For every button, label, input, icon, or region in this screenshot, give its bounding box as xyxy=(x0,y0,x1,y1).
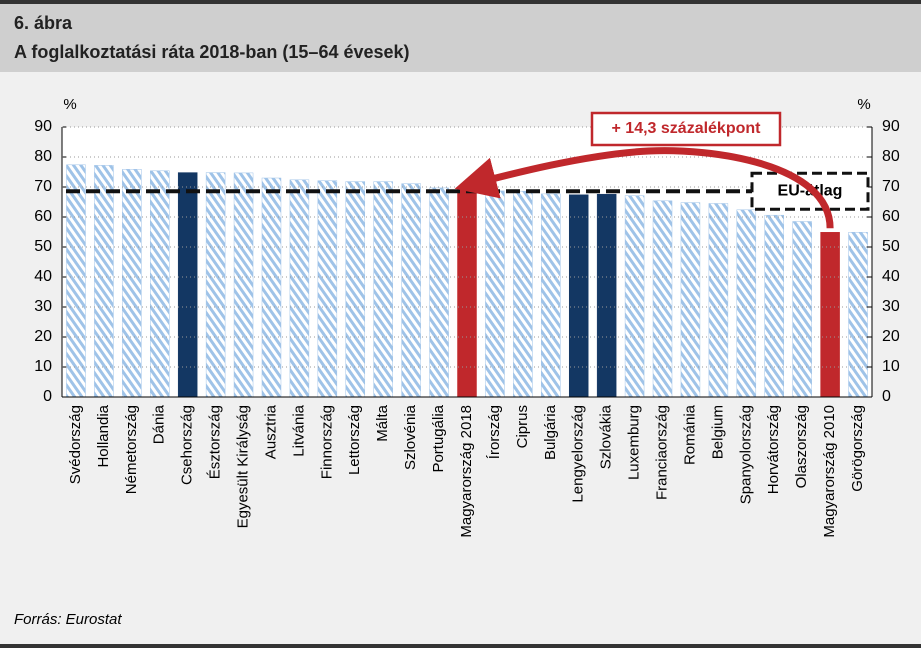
y-tick-label: 60 xyxy=(34,208,52,225)
x-tick-label: Görögország xyxy=(849,405,866,492)
y2-tick-label: 90 xyxy=(882,118,900,135)
x-tick-label: Belgium xyxy=(709,405,726,459)
x-tick-label: Lettország xyxy=(346,405,363,475)
bar xyxy=(122,169,142,398)
annotation-box xyxy=(590,111,782,147)
header xyxy=(0,0,921,72)
x-tick-label: Románia xyxy=(681,404,698,465)
bar xyxy=(233,172,254,398)
bar xyxy=(680,202,701,398)
bottom-rule xyxy=(0,644,921,648)
figure-label: 6. ábra xyxy=(14,13,73,33)
y-tick-label: 20 xyxy=(34,328,52,345)
y2-tick-label: 0 xyxy=(882,388,891,405)
x-tick-label: Magyarország 2010 xyxy=(821,405,838,538)
x-tick-label: Ciprus xyxy=(514,405,531,448)
annotation: + 14,3 százalékpont xyxy=(612,120,762,137)
x-tick-label: Málta xyxy=(374,404,391,441)
arrow xyxy=(454,147,834,229)
y2-tick-label: 40 xyxy=(882,268,900,285)
top-rule xyxy=(0,0,921,4)
bar xyxy=(401,183,421,398)
y2-tick-label: 60 xyxy=(882,208,900,225)
bar xyxy=(261,177,282,398)
x-tick-label: Litvánia xyxy=(290,404,307,456)
x-tick-label: Dánia xyxy=(151,404,168,444)
y-tick-label: 50 xyxy=(34,238,52,255)
y-tick-label: 70 xyxy=(34,178,52,195)
bar xyxy=(652,200,673,398)
y-tick-label: 30 xyxy=(34,298,52,315)
x-tick-label: Svédország xyxy=(67,405,84,484)
y-axis-label: % xyxy=(63,96,76,113)
y2-tick-label: 70 xyxy=(882,178,900,195)
y2-tick-label: 20 xyxy=(882,328,900,345)
bar xyxy=(94,165,114,398)
x-tick-label: Írország xyxy=(486,405,503,459)
x-tick-label: Szlovénia xyxy=(402,404,419,470)
bar xyxy=(345,181,366,398)
y2-tick-label: 30 xyxy=(882,298,900,315)
bar xyxy=(289,179,310,398)
x-tick-label: Csehország xyxy=(179,405,196,485)
x-tick-label: Hollandia xyxy=(95,404,112,467)
bar xyxy=(820,232,840,398)
x-tick-label: Spanyolország xyxy=(737,405,754,504)
x-tick-label: Olaszország xyxy=(793,405,810,488)
x-tick-label: Bulgária xyxy=(542,404,559,460)
bar xyxy=(485,190,505,398)
source: Forrás: Eurostat xyxy=(14,611,122,628)
y2-axis-label: % xyxy=(857,96,870,113)
x-tick-label: Észtország xyxy=(207,405,224,479)
x-tick-label: Magyarország 2018 xyxy=(458,405,475,538)
bar xyxy=(792,221,812,398)
x-tick-label: Egyesült Királyság xyxy=(235,405,252,528)
bar xyxy=(848,232,868,398)
bar xyxy=(66,164,86,398)
x-tick-label: Horvátország xyxy=(765,405,782,494)
x-tick-label: Luxemburg xyxy=(626,405,643,480)
y-tick-label: 90 xyxy=(34,118,52,135)
bar xyxy=(513,190,533,398)
y-tick-label: 0 xyxy=(43,388,52,405)
y-tick-label: 80 xyxy=(34,148,52,165)
y2-tick-label: 50 xyxy=(882,238,900,255)
x-tick-label: Franciaország xyxy=(653,405,670,500)
chart-title: A foglalkoztatási ráta 2018-ban (15–64 é… xyxy=(14,42,410,62)
y2-tick-label: 10 xyxy=(882,358,900,375)
bar xyxy=(457,189,477,398)
x-tick-label: Lengyelország xyxy=(570,405,587,503)
y-tick-label: 10 xyxy=(34,358,52,375)
bar xyxy=(373,181,393,398)
x-tick-label: Portugália xyxy=(430,404,447,472)
x-tick-label: Szlovákia xyxy=(598,404,615,469)
bar xyxy=(317,180,338,398)
bar xyxy=(205,172,226,398)
bar xyxy=(177,172,198,398)
x-tick-label: Németország xyxy=(123,405,140,494)
y2-tick-label: 80 xyxy=(882,148,900,165)
bar xyxy=(736,209,757,398)
bar xyxy=(764,214,784,398)
bar xyxy=(429,187,449,398)
bar xyxy=(708,203,729,398)
x-tick-label: Finnország xyxy=(318,405,335,479)
bar xyxy=(150,170,170,398)
x-tick-label: Ausztria xyxy=(262,404,279,459)
y-tick-label: 40 xyxy=(34,268,52,285)
